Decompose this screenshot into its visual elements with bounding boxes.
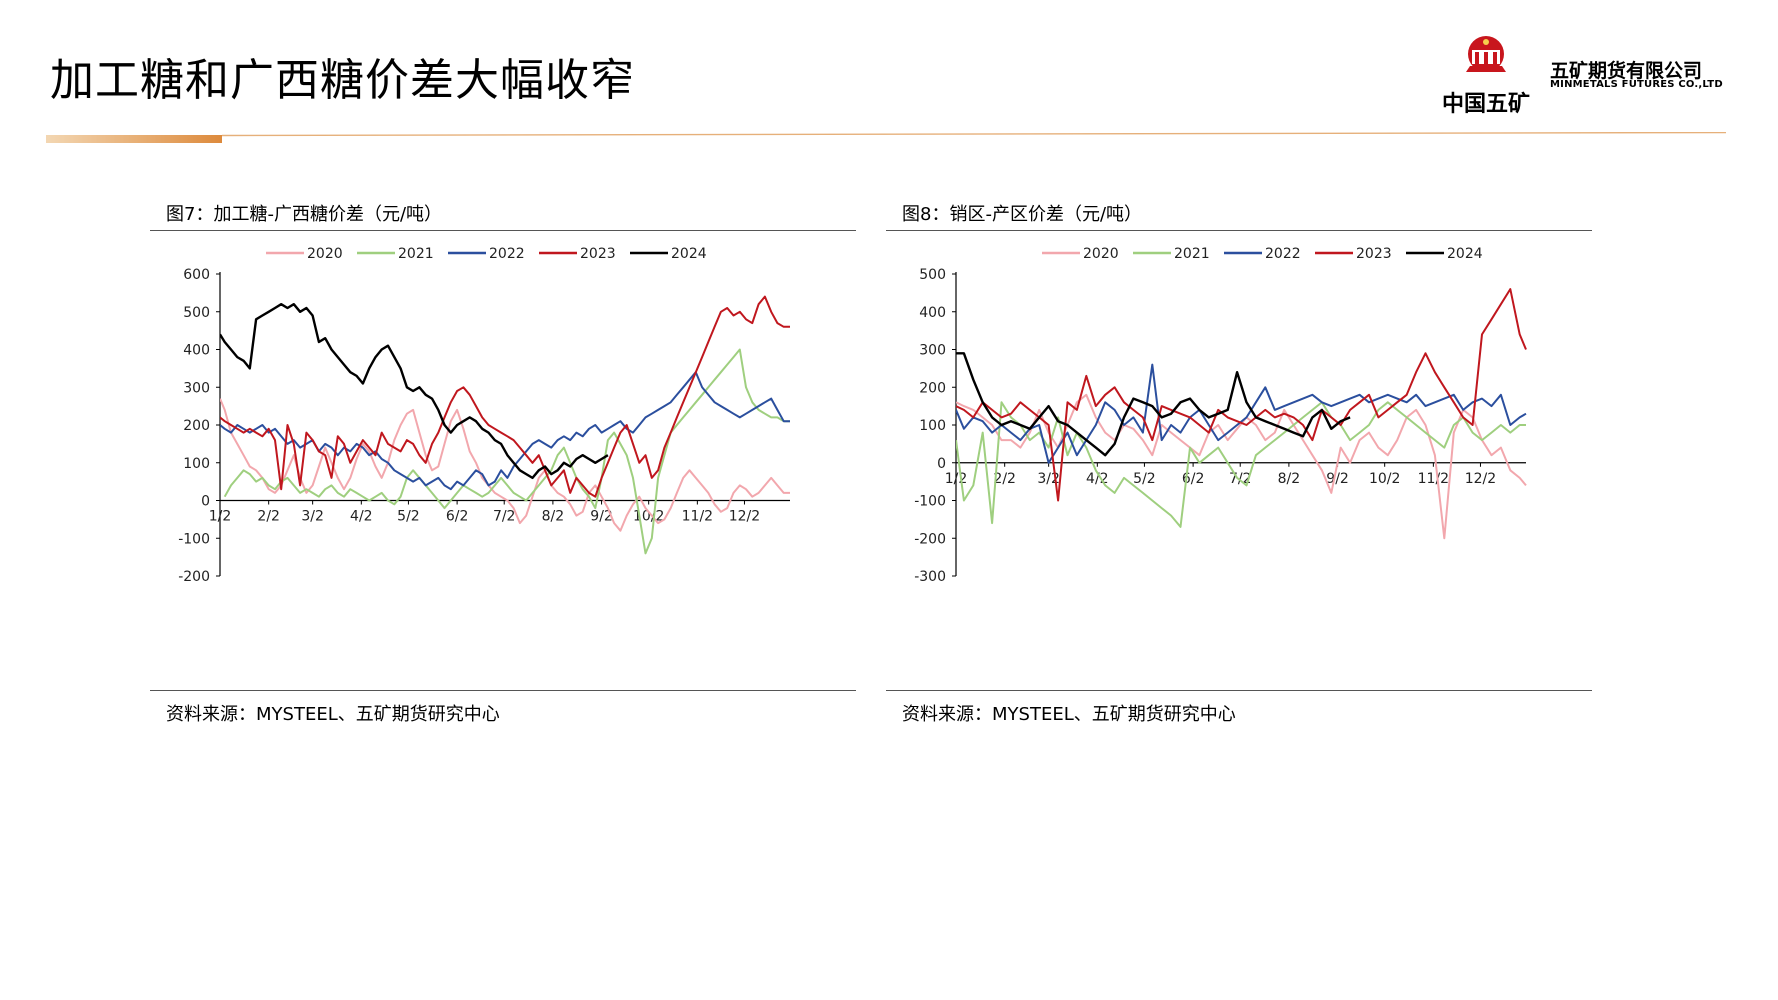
x-tick-label: 6/2 (446, 509, 469, 525)
x-tick-label: 8/2 (542, 509, 565, 525)
chart-source: 资料来源：MYSTEEL、五矿期货研究中心 (166, 704, 500, 725)
chart-refined-vs-guangxi: 2020 2021 2022 2023 2024 600 500 400 300 200 100 0 -… (178, 246, 790, 585)
series-line-2024 (220, 302, 609, 480)
x-tick-label: 2/2 (993, 471, 1016, 487)
x-tick-label: 12/2 (729, 509, 760, 525)
legend: 2020 2021 2022 2023 2024 (1042, 246, 1483, 262)
chart-panel-right: 图8：销区-产区价差（元/吨） 2020 2021 2022 2023 2024 500 4… (886, 196, 1592, 736)
logo-company-en: MINMETALS FUTURES CO.,LTD (1550, 79, 1723, 90)
y-tick-label: -300 (914, 569, 946, 585)
series-line-2024 (956, 352, 1351, 457)
y-tick-label: -100 (178, 531, 210, 547)
chart-title: 图7：加工糖-广西糖价差（元/吨） (166, 204, 443, 225)
panel-top-rule (150, 230, 856, 231)
chart-title: 图8：销区-产区价差（元/吨） (902, 204, 1143, 225)
x-tick-label: 9/2 (1326, 471, 1349, 487)
y-tick-label: 500 (919, 267, 946, 283)
logo-company-name: 五矿期货有限公司 (1550, 60, 1703, 82)
x-tick-label: 9/2 (590, 509, 613, 525)
x-tick-label: 8/2 (1278, 471, 1301, 487)
y-tick-label: -100 (914, 494, 946, 510)
panel-bottom-rule (886, 690, 1592, 691)
header-divider (46, 132, 1726, 143)
series-line-2020 (220, 398, 790, 532)
series-line-2023 (956, 288, 1527, 502)
x-tick-label: 11/2 (682, 509, 713, 525)
legend-label-2023: 2023 (580, 246, 616, 262)
x-tick-label: 7/2 (493, 509, 516, 525)
legend-label-2024: 2024 (671, 246, 707, 262)
x-tick-label: 1/2 (209, 509, 232, 525)
series-line-2023 (220, 295, 790, 498)
company-logo-icon (1466, 36, 1506, 72)
legend-label-2024: 2024 (1447, 246, 1483, 262)
y-tick-label: 0 (201, 494, 210, 510)
y-tick-label: 300 (919, 343, 946, 359)
y-tick-label: 200 (919, 380, 946, 396)
x-tick-label: 5/2 (1133, 471, 1156, 487)
x-tick-label: 1/2 (945, 471, 968, 487)
y-tick-label: 300 (183, 380, 210, 396)
legend-label-2021: 2021 (398, 246, 434, 262)
x-tick-label: 5/2 (397, 509, 420, 525)
y-tick-label: 600 (183, 267, 210, 283)
x-tick-label: 2/2 (257, 509, 280, 525)
legend-label-2021: 2021 (1174, 246, 1210, 262)
page-title: 加工糖和广西糖价差大幅收窄 (50, 55, 635, 106)
y-tick-label: 100 (183, 456, 210, 472)
y-tick-label: 500 (183, 305, 210, 321)
x-tick-label: 4/2 (350, 509, 373, 525)
x-tick-label: 10/2 (1369, 471, 1400, 487)
x-tick-label: 12/2 (1465, 471, 1496, 487)
legend-label-2022: 2022 (489, 246, 525, 262)
x-tick-label: 11/2 (1418, 471, 1449, 487)
y-tick-label: 100 (919, 418, 946, 434)
series-line-2022 (956, 363, 1527, 464)
series-line-2022 (220, 371, 790, 491)
legend-label-2023: 2023 (1356, 246, 1392, 262)
panel-top-rule (886, 230, 1592, 231)
y-tick-label: -200 (914, 531, 946, 547)
y-tick-label: 400 (919, 305, 946, 321)
y-tick-label: 0 (937, 456, 946, 472)
logo-cn-name: 中国五矿 (1442, 92, 1531, 117)
legend-label-2020: 2020 (307, 246, 343, 262)
chart-panel-left: 图7：加工糖-广西糖价差（元/吨） 2020 2021 2022 2023 2024 60… (150, 196, 856, 736)
legend-label-2020: 2020 (1083, 246, 1119, 262)
y-tick-label: -200 (178, 569, 210, 585)
panel-bottom-rule (150, 690, 856, 691)
legend: 2020 2021 2022 2023 2024 (266, 246, 707, 262)
legend-label-2022: 2022 (1265, 246, 1301, 262)
chart-sales-vs-production: 2020 2021 2022 2023 2024 500 400 300 200 100 0 -100… (914, 246, 1527, 585)
series-line-2021 (223, 348, 790, 555)
y-tick-label: 200 (183, 418, 210, 434)
x-tick-label: 3/2 (301, 509, 324, 525)
y-tick-label: 400 (183, 343, 210, 359)
chart-source: 资料来源：MYSTEEL、五矿期货研究中心 (902, 704, 1236, 725)
